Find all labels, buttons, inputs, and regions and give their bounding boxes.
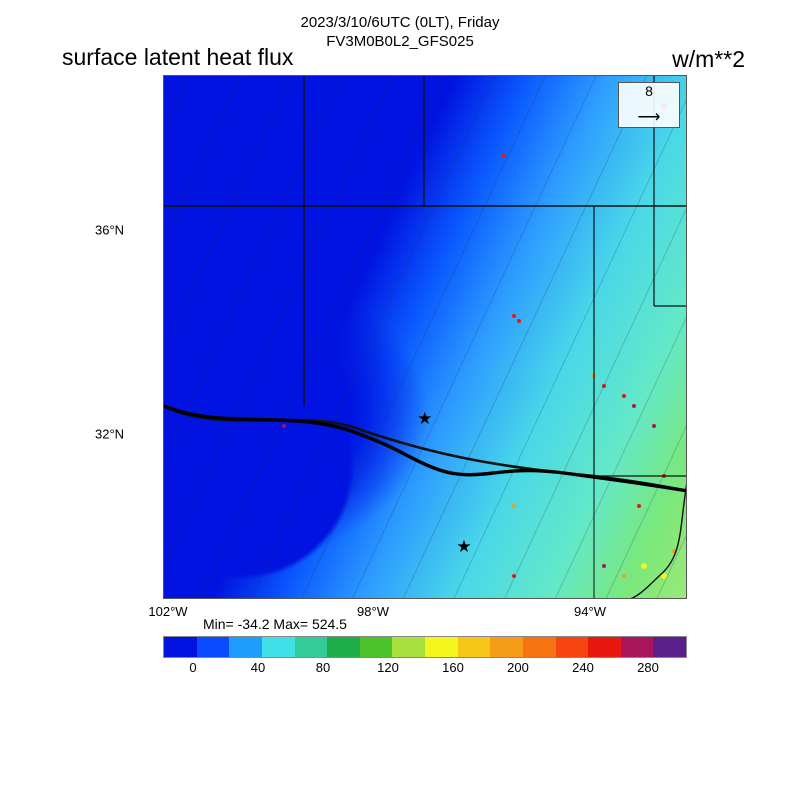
cb-seg-4 — [295, 637, 328, 657]
cb-tick-6: 240 — [572, 660, 594, 675]
cb-seg-10 — [490, 637, 523, 657]
datetime-label: 2023/3/10/6UTC (0LT), Friday — [0, 14, 800, 33]
colorbar-section: Min= -34.2 Max= 524.5 0 40 80 120 160 — [163, 636, 687, 676]
cb-seg-11 — [523, 637, 556, 657]
cb-tick-5: 200 — [507, 660, 529, 675]
cb-tick-2: 80 — [316, 660, 330, 675]
lat-label-32N: 32°N — [95, 427, 124, 442]
cb-seg-2 — [229, 637, 262, 657]
cb-seg-5 — [327, 637, 360, 657]
cb-seg-14 — [621, 637, 654, 657]
cb-seg-15 — [653, 637, 686, 657]
cb-seg-12 — [556, 637, 589, 657]
weather-map-window: 2023/3/10/6UTC (0LT), Friday FV3M0B0L2_G… — [0, 0, 800, 800]
cb-seg-6 — [360, 637, 393, 657]
cb-tick-1: 40 — [251, 660, 265, 675]
cb-seg-1 — [197, 637, 230, 657]
plot-title: surface latent heat flux — [62, 44, 293, 71]
cb-seg-0 — [164, 637, 197, 657]
colorbar-gradient[interactable] — [163, 636, 687, 658]
lon-label-94W: 94°W — [574, 604, 606, 619]
cb-tick-4: 160 — [442, 660, 464, 675]
cb-seg-3 — [262, 637, 295, 657]
cb-tick-7: 280 — [637, 660, 659, 675]
wind-legend-value: 8 — [619, 83, 679, 99]
cb-seg-9 — [458, 637, 491, 657]
lon-label-102W: 102°W — [148, 604, 187, 619]
lat-label-36N: 36°N — [95, 223, 124, 238]
cb-seg-13 — [588, 637, 621, 657]
wind-vector-legend: 8 ⟶ — [618, 82, 680, 128]
units-label: w/m**2 — [672, 46, 745, 73]
cb-tick-3: 120 — [377, 660, 399, 675]
cb-seg-7 — [392, 637, 425, 657]
min-max-label: Min= -34.2 Max= 524.5 — [203, 616, 347, 632]
cb-seg-8 — [425, 637, 458, 657]
city-star-2: ★ — [456, 538, 471, 555]
map-canvas[interactable]: 8 ⟶ ★ ★ — [163, 75, 687, 599]
wind-legend-arrow-icon: ⟶ — [619, 107, 679, 127]
lon-label-98W: 98°W — [357, 604, 389, 619]
colorbar-ticks: 0 40 80 120 160 200 240 280 — [163, 658, 687, 676]
river-boundary-line — [164, 76, 687, 599]
city-star-1: ★ — [417, 410, 432, 427]
cb-tick-0: 0 — [189, 660, 196, 675]
